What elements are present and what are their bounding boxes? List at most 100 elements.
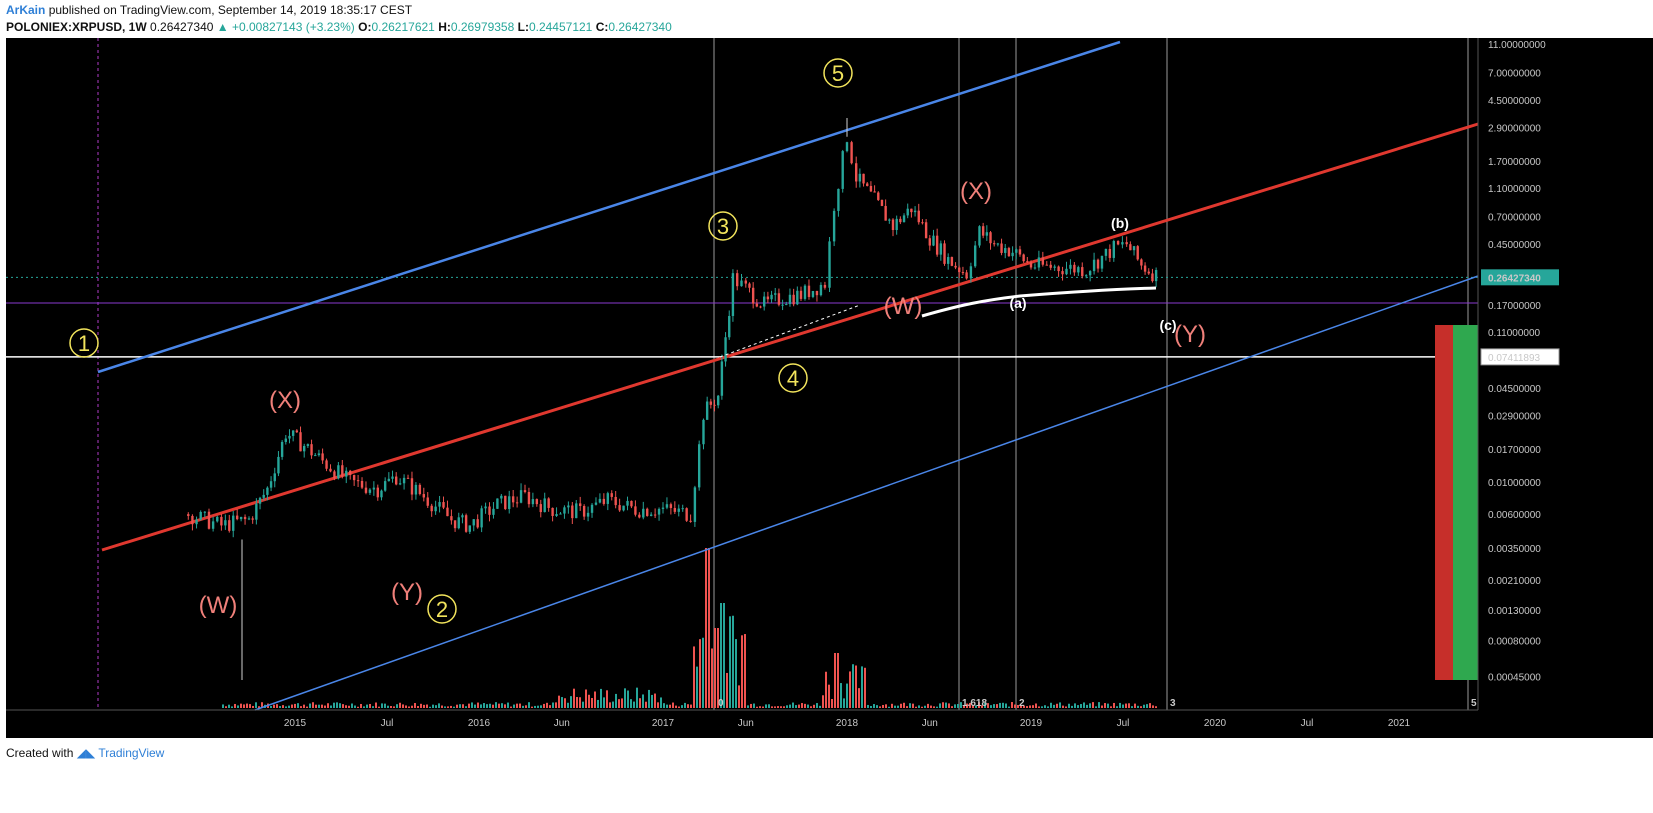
- candle-body: [880, 199, 884, 206]
- volume-bar: [945, 702, 947, 708]
- volume-bar: [663, 703, 665, 708]
- candle-body: [232, 515, 235, 531]
- candle-body: [649, 514, 653, 516]
- candle-body: [657, 508, 661, 515]
- candle-body: [685, 508, 688, 521]
- candle-body: [755, 303, 759, 307]
- wave-label-salmon: (Y): [391, 579, 423, 606]
- volume-bar: [432, 704, 434, 708]
- candle-body: [531, 499, 535, 505]
- level-price-tag-label: 0.07411893: [1488, 353, 1541, 364]
- volume-bar: [966, 703, 968, 708]
- wave-circle-icon: [69, 328, 99, 358]
- dashed-trendline: [719, 304, 861, 358]
- volume-bar: [774, 706, 776, 708]
- price-tick-label: 0.00130000: [1488, 606, 1541, 617]
- candle-body: [913, 210, 917, 213]
- symbol-header: POLONIEX:XRPUSD, 1W 0.26427340 ▲ +0.0082…: [6, 20, 672, 34]
- volume-bar: [924, 705, 926, 708]
- candle-body: [457, 517, 460, 529]
- candle-body: [341, 465, 344, 477]
- candle-body: [500, 495, 503, 499]
- candle-body: [430, 505, 433, 512]
- tradingview-brand[interactable]: TradingView: [98, 746, 165, 760]
- candle-body: [850, 142, 853, 164]
- time-tick-label: 2016: [468, 718, 491, 729]
- candle-body: [1154, 270, 1158, 282]
- volume-bar: [672, 702, 674, 708]
- candle-body: [642, 508, 645, 518]
- volume-bar: [876, 705, 878, 708]
- candle-body: [777, 293, 781, 305]
- candle-body: [266, 487, 269, 495]
- time-tick-label: Jul: [1301, 718, 1314, 729]
- volume-bar: [255, 702, 257, 708]
- volume-bar: [744, 634, 746, 708]
- author-link[interactable]: ArKain: [6, 3, 46, 17]
- volume-bar: [891, 703, 893, 708]
- volume-bar: [1152, 705, 1154, 708]
- candle-body: [759, 306, 762, 308]
- candle-body: [709, 401, 713, 405]
- candle-body: [295, 430, 299, 433]
- volume-bar: [633, 701, 635, 708]
- volume-bar: [1146, 704, 1148, 708]
- volume-bar: [477, 702, 479, 708]
- price-tick-label: 0.00080000: [1488, 636, 1541, 647]
- volume-bar: [303, 704, 305, 708]
- volume-bar: [642, 694, 644, 708]
- volume-bar: [585, 689, 587, 708]
- volume-bar: [615, 693, 617, 708]
- fib-time-label: 1.618: [962, 698, 987, 709]
- candle-body: [1132, 246, 1136, 251]
- volume-bar: [1086, 704, 1088, 708]
- candle-body: [891, 219, 895, 230]
- volume-bar: [840, 683, 842, 708]
- candle-body: [996, 243, 1000, 245]
- candle-body: [594, 502, 598, 505]
- price-tick-label: 1.10000000: [1488, 184, 1541, 195]
- candle-body: [961, 272, 965, 274]
- volume-bar: [249, 704, 251, 708]
- volume-bar: [723, 603, 725, 708]
- volume-bar: [795, 705, 797, 708]
- candle-body: [855, 163, 858, 182]
- volume-bar: [369, 703, 371, 708]
- volume-bar: [387, 705, 389, 708]
- volume-bar: [1137, 705, 1139, 708]
- candle-body: [744, 280, 747, 284]
- price-tick-label: 0.00045000: [1488, 672, 1541, 683]
- candle-body: [910, 208, 913, 213]
- price-tick-label: 0.70000000: [1488, 212, 1541, 223]
- candle-body: [1147, 271, 1150, 274]
- candle-body: [461, 515, 464, 518]
- volume-bar: [504, 704, 506, 708]
- candle-body: [1057, 266, 1060, 272]
- volume-bar: [1089, 703, 1091, 708]
- fib-time-label: 0: [718, 698, 724, 709]
- volume-bar: [330, 705, 332, 708]
- volume-bar: [558, 695, 560, 708]
- wave-label-white: (b): [1111, 215, 1129, 231]
- candle-body: [924, 222, 928, 239]
- candle-body: [387, 478, 391, 482]
- volume-bar: [573, 688, 575, 708]
- price-tick-label: 1.70000000: [1488, 157, 1541, 168]
- volume-bar: [684, 702, 686, 708]
- volume-bar: [228, 704, 230, 708]
- volume-bar: [279, 706, 281, 708]
- volume-bar: [1041, 706, 1043, 708]
- volume-bar: [1134, 703, 1136, 708]
- candle-body: [1037, 257, 1041, 268]
- volume-bar: [855, 665, 857, 708]
- candle-body: [450, 516, 453, 521]
- candle-body: [1125, 242, 1128, 245]
- tradingview-logo-icon[interactable]: ◢◣: [76, 746, 96, 760]
- candle-body: [258, 497, 262, 504]
- target-zone: [1453, 325, 1478, 680]
- volume-bar: [360, 703, 362, 708]
- wave-label-salmon: (Y): [1174, 321, 1206, 348]
- candle-body: [807, 285, 811, 297]
- candle-body: [1104, 248, 1108, 256]
